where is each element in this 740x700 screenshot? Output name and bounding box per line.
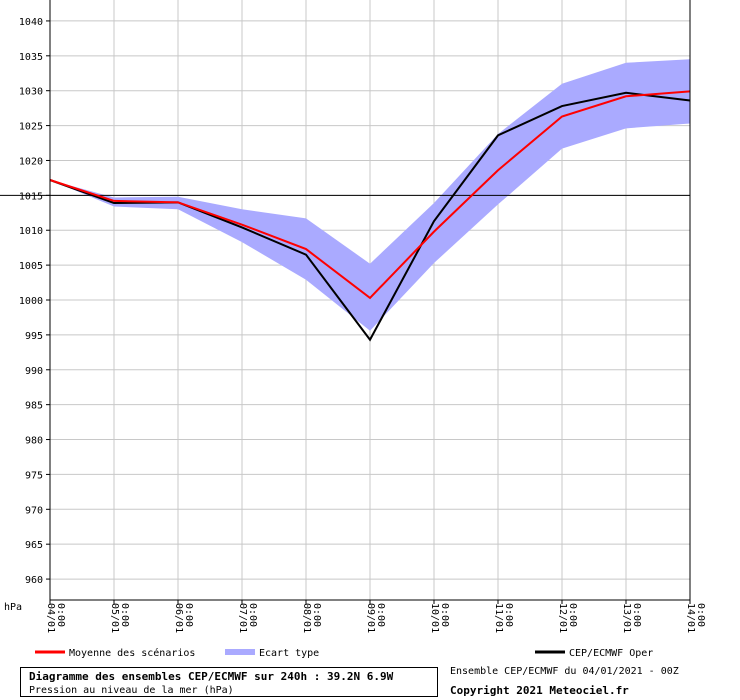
x-tick-label-time: 0:00 [567, 603, 578, 627]
x-tick-label-time: 0:00 [311, 603, 322, 627]
legend-layer: Moyenne des scénarios Ecart type CEP/ECMWF… [35, 647, 653, 659]
x-tick-label-date: 09/01 [365, 603, 376, 633]
legend-label: Moyenne des scénarios [69, 647, 195, 659]
y-tick-label: 995 [25, 331, 43, 342]
chart-title: Diagramme des ensembles CEP/ECMWF sur 24… [29, 670, 394, 683]
x-tick-label-date: 10/01 [429, 603, 440, 633]
y-tick-label: 1035 [19, 52, 43, 63]
x-tick-label-date: 06/01 [173, 603, 184, 633]
y-tick-label: 1015 [19, 191, 43, 202]
y-tick-label: 985 [25, 401, 43, 412]
chart-svg: 960 965 970 975 980 985 990 995 1000 1005 1010 1015… [0, 0, 706, 659]
x-tick-label-time: 0:00 [247, 603, 258, 627]
x-tick-label-time: 0:00 [439, 603, 450, 627]
x-tick-label-date: 04/01 [45, 603, 56, 633]
x-tick-label-date: 13/01 [621, 603, 632, 633]
y-tick-label: 980 [25, 436, 43, 447]
x-tick-label-time: 0:00 [55, 603, 66, 627]
x-tick-label-time: 0:00 [695, 603, 706, 627]
run-info: Ensemble CEP/ECMWF du 04/01/2021 - 00Z [450, 666, 679, 677]
y-tick-label: 1020 [19, 156, 43, 167]
x-tick-label-date: 11/01 [493, 603, 504, 633]
y-tick-label: 1000 [19, 296, 43, 307]
y-tick-label: 1005 [19, 261, 43, 272]
std-dev-band [50, 59, 690, 331]
y-tick-label: 1030 [19, 87, 43, 98]
copyright: Copyright 2021 Meteociel.fr [450, 684, 629, 697]
chart-subtitle: Pression au niveau de la mer (hPa) [29, 685, 234, 696]
x-tick-label-date: 07/01 [237, 603, 248, 633]
y-tick-label: 965 [25, 540, 43, 551]
y-tick-label: 990 [25, 366, 43, 377]
y-tick-label: 960 [25, 575, 43, 586]
std-dev-band-layer [50, 59, 690, 331]
x-tick-label-date: 14/01 [685, 603, 696, 633]
x-tick-label-time: 0:00 [183, 603, 194, 627]
x-tick-label-time: 0:00 [119, 603, 130, 627]
y-tick-label: 1040 [19, 17, 43, 28]
x-tick-label-time: 0:00 [503, 603, 514, 627]
chart-info-box: Diagramme des ensembles CEP/ECMWF sur 24… [20, 667, 438, 697]
x-tick-label-time: 0:00 [631, 603, 642, 627]
series-layer [49, 90, 691, 342]
axis-layer: 960 965 970 975 980 985 990 995 1000 1005 1010 1015… [4, 0, 706, 633]
x-tick-label-time: 0:00 [375, 603, 386, 627]
legend-label: Ecart type [259, 648, 319, 659]
x-tick-label-date: 12/01 [557, 603, 568, 633]
y-tick-label: 975 [25, 470, 43, 481]
y-axis-label: hPa [4, 602, 22, 613]
x-tick-label-date: 05/01 [109, 603, 120, 633]
y-tick-label: 1010 [19, 226, 43, 237]
x-tick-label-date: 08/01 [301, 603, 312, 633]
y-tick-label: 970 [25, 505, 43, 516]
series-line [49, 90, 691, 300]
y-tick-label: 1025 [19, 122, 43, 133]
legend-label: CEP/ECMWF Oper [569, 648, 653, 659]
